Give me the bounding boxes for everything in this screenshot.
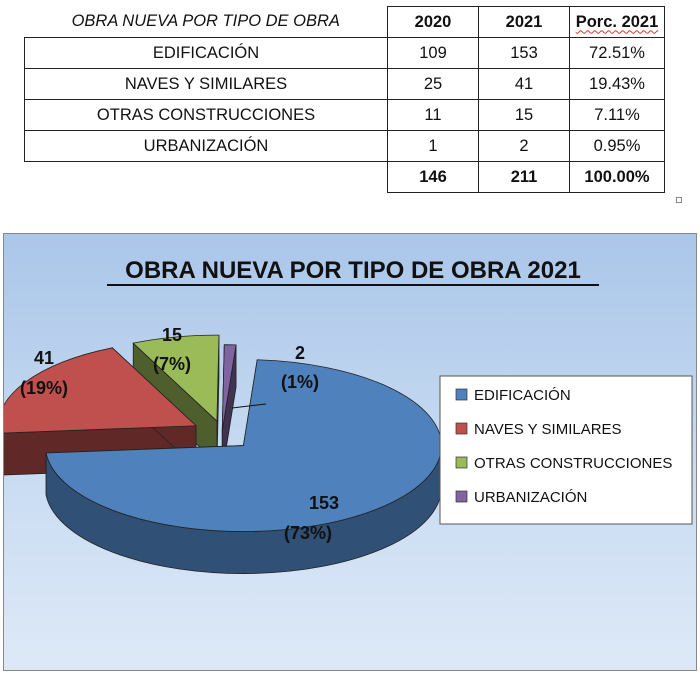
- row-percent: 72.51%: [569, 37, 665, 69]
- data-label-percent: (19%): [20, 378, 68, 398]
- row-value-2021: 2: [478, 130, 570, 162]
- data-label-percent: (7%): [153, 354, 191, 374]
- data-label-value: 2: [295, 343, 305, 363]
- pie-slice[interactable]: [4, 347, 198, 434]
- data-label-value: 153: [309, 493, 339, 513]
- chart-title-group: OBRA NUEVA POR TIPO DE OBRA 2021: [107, 257, 599, 286]
- table-row: EDIFICACIÓN 109 153 72.51%: [24, 37, 665, 69]
- row-percent: 7.11%: [569, 99, 665, 131]
- pie-group: [4, 334, 442, 574]
- legend: EDIFICACIÓN NAVES Y SIMILARES OTRAS CONSTR…: [439, 375, 693, 525]
- table-header-row: OBRA NUEVA POR TIPO DE OBRA 2020 2021 Po…: [25, 6, 665, 38]
- legend-label: OTRAS CONSTRUCCIONES: [474, 455, 672, 472]
- row-value-2020: 109: [387, 37, 479, 69]
- leader-line: [231, 403, 267, 409]
- row-percent: 19.43%: [569, 68, 665, 100]
- pie-chart: OBRA NUEVA POR TIPO DE OBRA 2021 153 (73%…: [4, 257, 693, 574]
- table-row: OTRAS CONSTRUCCIONES 11 15 7.11%: [24, 99, 665, 131]
- legend-swatch: [455, 490, 468, 503]
- data-label-value: 15: [162, 325, 182, 345]
- total-percent: 100.00%: [569, 161, 665, 193]
- legend-box: [439, 375, 693, 525]
- data-table: OBRA NUEVA POR TIPO DE OBRA 2020 2021 Po…: [24, 6, 665, 193]
- chart-area[interactable]: OBRA NUEVA POR TIPO DE OBRA 2021 153 (73%…: [3, 233, 697, 671]
- table-row: URBANIZACIÓN 1 2 0.95%: [24, 130, 665, 162]
- header-porc-2021: Porc. 2021: [569, 6, 665, 38]
- chart-title: OBRA NUEVA POR TIPO DE OBRA 2021: [125, 257, 581, 284]
- legend-label: NAVES Y SIMILARES: [474, 421, 622, 438]
- header-2021: 2021: [478, 6, 570, 38]
- table-resize-handle[interactable]: [676, 197, 682, 203]
- row-value-2020: 25: [387, 68, 479, 100]
- row-percent: 0.95%: [569, 130, 665, 162]
- legend-swatch: [455, 422, 468, 435]
- row-value-2021: 41: [478, 68, 570, 100]
- table-row: NAVES Y SIMILARES 25 41 19.43%: [24, 68, 665, 100]
- legend-swatch: [455, 456, 468, 469]
- header-porc-2021-text: Porc. 2021: [575, 12, 659, 31]
- total-2020: 146: [387, 161, 479, 193]
- data-labels-group: 153 (73%) 41 (19%) 15 (7%) 2 (1%): [20, 325, 339, 543]
- table-title: OBRA NUEVA POR TIPO DE OBRA: [71, 12, 340, 31]
- data-label-percent: (73%): [284, 523, 332, 543]
- row-label: URBANIZACIÓN: [24, 130, 388, 162]
- pie-slice[interactable]: [132, 334, 220, 422]
- row-value-2021: 15: [478, 99, 570, 131]
- row-value-2020: 11: [387, 99, 479, 131]
- row-value-2020: 1: [387, 130, 479, 162]
- data-label-percent: (1%): [281, 372, 319, 392]
- table-total-row: 146 211 100.00%: [25, 161, 665, 193]
- pie-slice[interactable]: [45, 359, 442, 532]
- legend-label: URBANIZACIÓN: [474, 489, 587, 506]
- row-label: OTRAS CONSTRUCCIONES: [24, 99, 388, 131]
- row-label: EDIFICACIÓN: [24, 37, 388, 69]
- row-value-2021: 153: [478, 37, 570, 69]
- row-label: NAVES Y SIMILARES: [24, 68, 388, 100]
- legend-swatch: [455, 388, 468, 401]
- pie-slice[interactable]: [221, 344, 237, 431]
- legend-label: EDIFICACIÓN: [474, 387, 571, 404]
- total-label-empty: [25, 162, 388, 193]
- header-2020: 2020: [387, 6, 479, 38]
- total-2021: 211: [478, 161, 570, 193]
- data-label-value: 41: [34, 348, 54, 368]
